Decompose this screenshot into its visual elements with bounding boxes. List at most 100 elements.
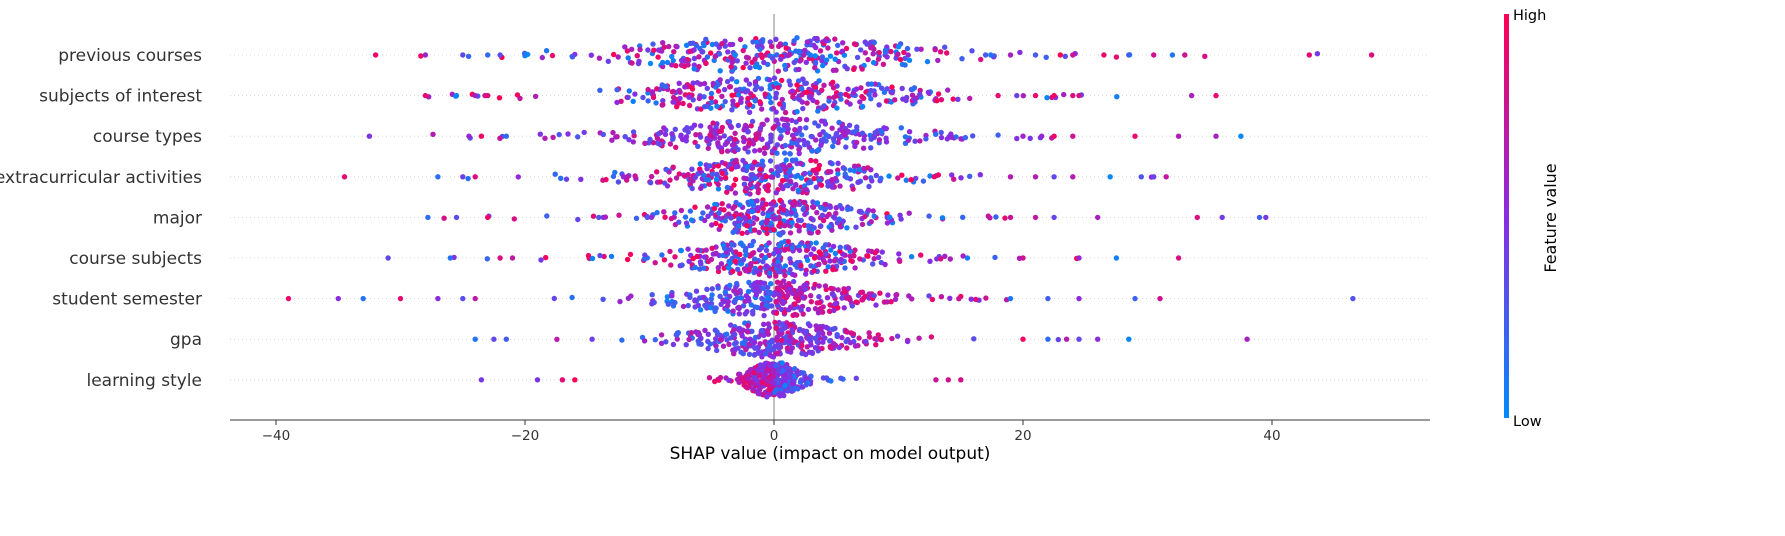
shap-dot — [939, 130, 944, 135]
shap-dot — [698, 307, 703, 312]
shap-dot — [866, 330, 871, 335]
shap-dot — [816, 294, 821, 299]
feature-label: course types — [93, 127, 202, 147]
shap-dot — [863, 50, 868, 55]
shap-dot — [790, 88, 795, 93]
shap-dot — [751, 282, 756, 287]
shap-outlier-dot — [1176, 255, 1181, 260]
shap-dot — [871, 51, 876, 56]
shap-dot — [680, 101, 685, 106]
shap-dot — [642, 257, 647, 262]
shap-dot — [727, 84, 732, 89]
shap-outlier-dot — [1008, 52, 1013, 57]
shap-dot — [768, 201, 773, 206]
shap-dot — [466, 54, 471, 59]
shap-dot — [729, 166, 734, 171]
shap-dot — [837, 203, 842, 208]
shap-dot — [634, 216, 639, 221]
shap-dot — [813, 45, 818, 50]
shap-outlier-dot — [1076, 337, 1081, 342]
shap-dot — [645, 47, 650, 52]
shap-dot — [947, 296, 952, 301]
shap-dot — [804, 382, 809, 387]
shap-dot — [781, 207, 786, 212]
shap-dot — [917, 138, 922, 143]
shap-dot — [844, 175, 849, 180]
shap-outlier-dot — [1263, 215, 1268, 220]
shap-dot — [746, 298, 751, 303]
shap-dot — [764, 226, 769, 231]
shap-dot — [926, 213, 931, 218]
shap-dot — [678, 133, 683, 138]
shap-dot — [854, 124, 859, 129]
shap-dot — [692, 66, 697, 71]
shap-dot — [655, 54, 660, 59]
shap-outlier-dot — [460, 174, 465, 179]
shap-dot — [750, 165, 755, 170]
shap-outlier-dot — [1070, 52, 1075, 57]
shap-dot — [814, 36, 819, 41]
shap-dot — [936, 172, 941, 177]
shap-dot — [949, 135, 954, 140]
shap-dot — [1014, 136, 1019, 141]
shap-dot — [803, 282, 808, 287]
shap-dot — [766, 213, 771, 218]
shap-dot — [538, 132, 543, 137]
shap-dot — [544, 48, 549, 53]
shap-dot — [896, 44, 901, 49]
shap-dot — [626, 137, 631, 142]
shap-dot — [811, 246, 816, 251]
shap-outlier-dot — [423, 93, 428, 98]
shap-dot — [824, 325, 829, 330]
shap-dot — [669, 293, 674, 298]
shap-dot — [905, 46, 910, 51]
shap-outlier-dot — [1182, 52, 1187, 57]
shap-dot — [609, 138, 614, 143]
shap-dot — [698, 186, 703, 191]
shap-dot — [762, 145, 767, 150]
shap-dot — [969, 48, 974, 53]
shap-outlier-dot — [460, 296, 465, 301]
shap-dot — [711, 81, 716, 86]
shap-dot — [629, 60, 634, 65]
shap-dot — [840, 49, 845, 54]
shap-dot — [709, 91, 714, 96]
shap-dot — [782, 223, 787, 228]
shap-dot — [826, 169, 831, 174]
shap-outlier-dot — [1307, 52, 1312, 57]
shap-dot — [792, 366, 797, 371]
shap-dot — [768, 100, 773, 105]
shap-dot — [869, 81, 874, 86]
shap-dot — [743, 252, 748, 257]
shap-outlier-dot — [1070, 174, 1075, 179]
shap-dot — [841, 218, 846, 223]
shap-dot — [909, 177, 914, 182]
shap-outlier-dot — [1064, 337, 1069, 342]
shap-dot — [884, 54, 889, 59]
shap-dot — [799, 377, 804, 382]
shap-dot — [757, 99, 762, 104]
shap-dot — [813, 336, 818, 341]
x-tick-label: 0 — [770, 428, 779, 444]
shap-dot — [925, 59, 930, 64]
shap-dot — [734, 281, 739, 286]
shap-dot — [552, 296, 557, 301]
shap-dot — [797, 126, 802, 131]
shap-dot — [735, 102, 740, 107]
shap-dot — [906, 52, 911, 57]
shap-dot — [871, 39, 876, 44]
shap-dot — [753, 87, 758, 92]
shap-dot — [747, 102, 752, 107]
shap-dot — [804, 60, 809, 65]
shap-dot — [787, 52, 792, 57]
shap-dot — [814, 240, 819, 245]
shap-dot — [926, 90, 931, 95]
shap-dot — [761, 60, 766, 65]
shap-dot — [983, 295, 988, 300]
shap-dot — [787, 333, 792, 338]
shap-dot — [684, 43, 689, 48]
shap-dot — [851, 67, 856, 72]
shap-dot — [727, 42, 732, 47]
shap-dot — [938, 49, 943, 54]
shap-dot — [740, 243, 745, 248]
